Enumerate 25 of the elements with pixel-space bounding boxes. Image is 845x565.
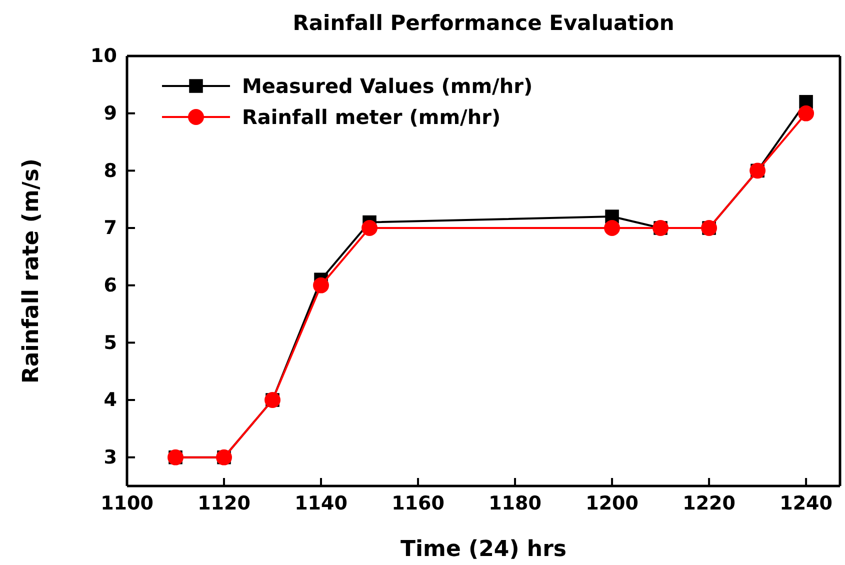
x-tick-label: 1180 [488,492,542,514]
point [362,220,378,236]
x-tick-label: 1160 [392,492,444,514]
x-tick-label: 1100 [100,492,154,514]
point [798,105,814,122]
y-tick-label: 7 [104,217,117,240]
y-tick-label: 8 [104,160,117,182]
y-tick-label: 9 [104,102,117,124]
y-tick-label: 4 [104,389,117,412]
point [604,220,620,236]
x-tick-label: 1140 [294,492,348,514]
y-tick-label: 5 [104,332,117,354]
y-axis-title: Rainfall rate (m/s) [19,158,44,384]
x-tick-label: 1200 [586,492,638,514]
x-tick-label: 1120 [198,492,250,514]
chart-title: Rainfall Performance Evaluation [292,11,674,35]
x-axis-title: Time (24) hrs [400,537,567,562]
x-tick-label: 1240 [780,492,832,514]
x-tick-label: 1220 [682,492,736,514]
y-tick-label: 3 [104,446,117,468]
legend-label: Measured Values (mm/hr) [242,74,533,98]
point [313,277,329,294]
y-tick-label: 6 [104,274,117,296]
legend-label: Rainfall meter (mm/hr) [242,105,501,129]
y-tick-label: 10 [90,45,117,68]
